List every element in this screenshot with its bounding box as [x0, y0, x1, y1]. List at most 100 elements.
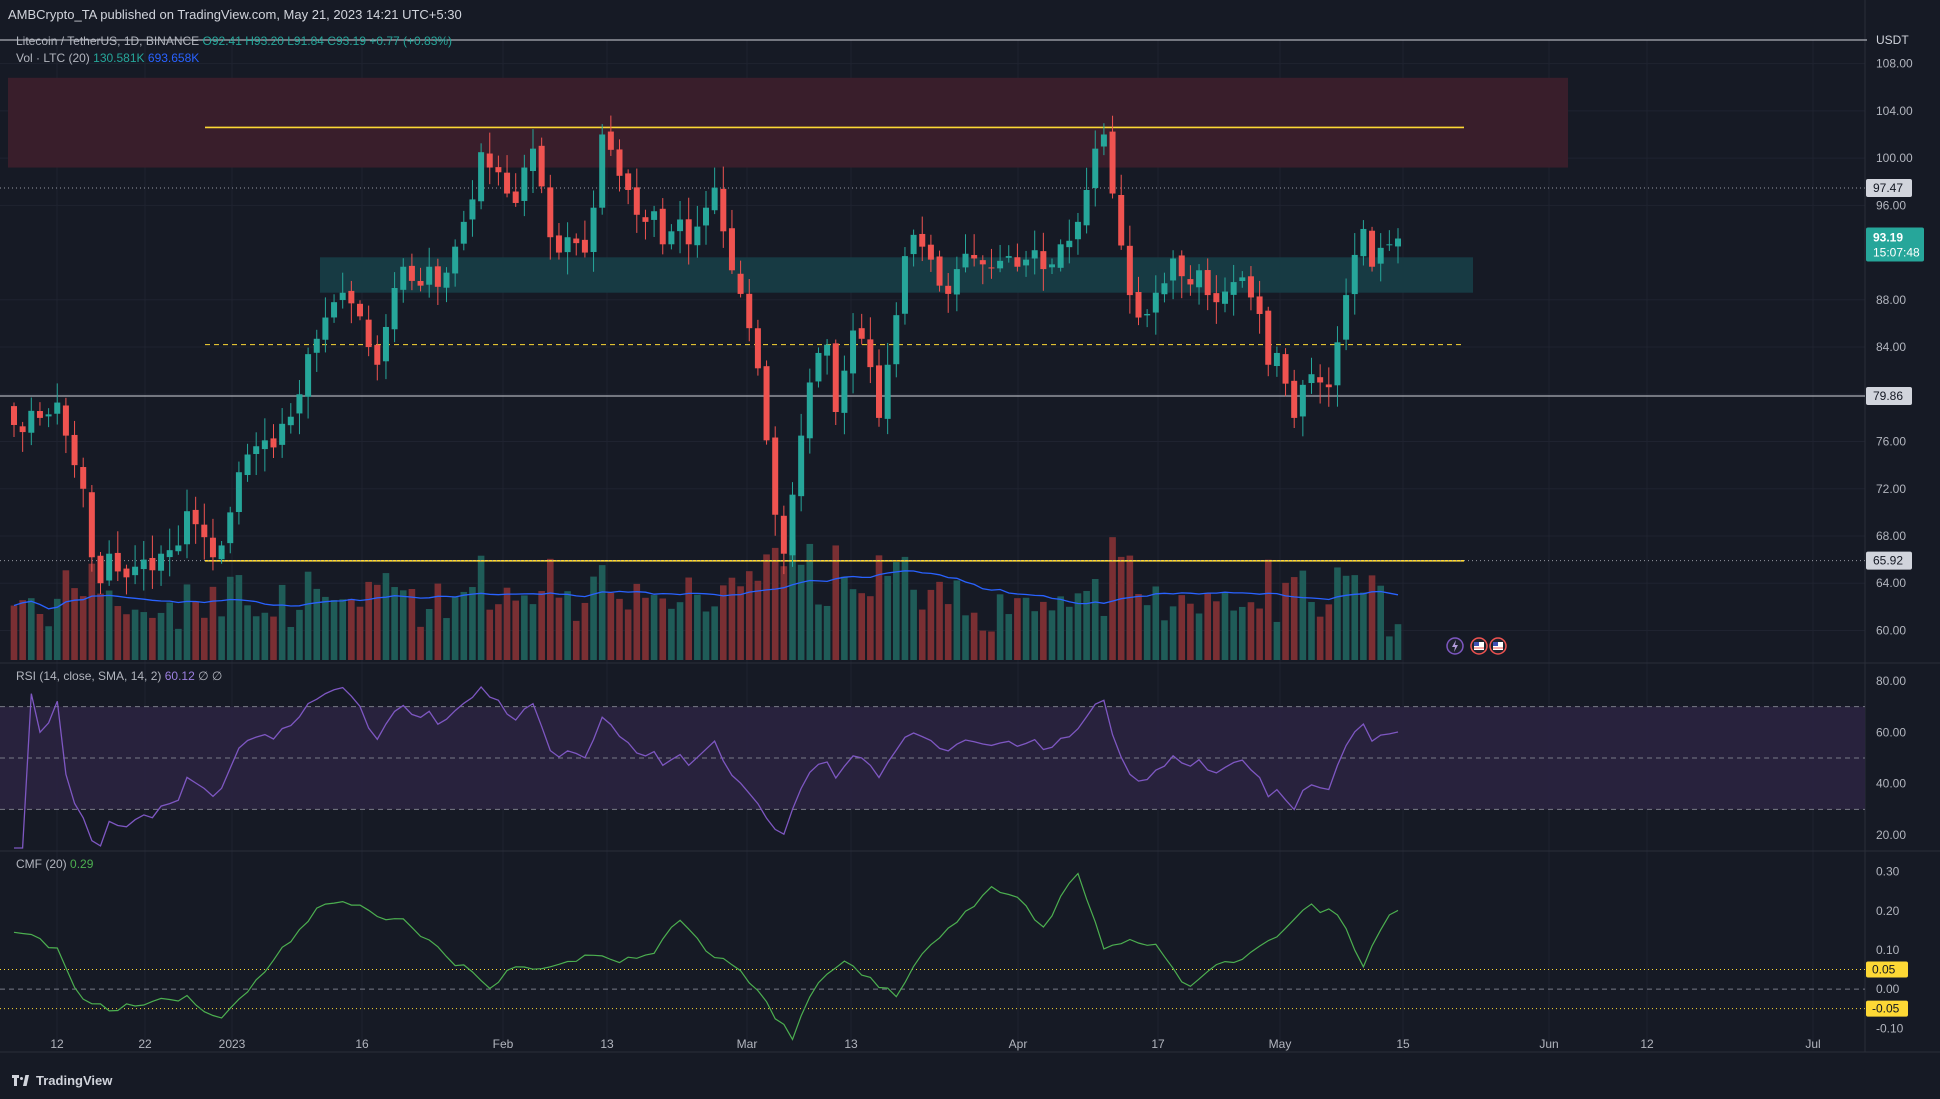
time-tick-label: Feb	[493, 1037, 514, 1051]
volume-bar	[261, 612, 269, 660]
candle-body	[1023, 259, 1030, 266]
candle	[555, 223, 562, 260]
volume-bar	[1230, 610, 1237, 660]
candle	[417, 267, 424, 292]
candle-body	[495, 167, 502, 173]
candle	[1222, 277, 1228, 313]
time-tick-label: 12	[50, 1037, 64, 1051]
countdown-label: 15:07:48	[1873, 246, 1920, 260]
price-label: 79.86	[1873, 389, 1903, 403]
cmf-tick-label: 0.00	[1876, 982, 1900, 996]
volume-bar	[564, 591, 571, 660]
candle-body	[218, 545, 225, 560]
candle	[590, 190, 597, 272]
volume-bar	[1117, 556, 1125, 660]
volume-bar	[105, 590, 113, 660]
volume-bar	[1342, 575, 1350, 660]
candle-body	[677, 219, 684, 232]
candle-body	[979, 260, 986, 265]
candle-body	[287, 416, 294, 426]
volume-bar	[131, 609, 139, 660]
symbol-legend[interactable]: Litecoin / TetherUS, 1D, BINANCE O92.41 …	[16, 34, 452, 48]
rsi-tick-label: 20.00	[1876, 828, 1906, 842]
candle	[884, 342, 891, 435]
volume-bar	[529, 604, 537, 660]
candle	[357, 300, 363, 321]
candle	[1196, 264, 1203, 305]
candle	[19, 421, 26, 452]
volume-bar	[547, 558, 554, 660]
cmf-legend[interactable]: CMF (20) 0.29	[16, 857, 93, 871]
candle	[408, 253, 415, 291]
candle	[850, 313, 857, 394]
volume-bar	[841, 576, 848, 660]
candle	[720, 166, 727, 248]
candle-body	[555, 235, 562, 253]
volume-bar	[1100, 615, 1108, 660]
volume-legend[interactable]: Vol · LTC (20) 130.581K 693.658K	[16, 51, 199, 65]
cmf-level-label: 0.05	[1872, 963, 1896, 977]
candle	[945, 273, 952, 313]
candle-body	[106, 553, 113, 581]
candle	[1049, 258, 1055, 274]
candle	[184, 489, 190, 559]
time-tick-label: 13	[600, 1037, 614, 1051]
us-flag-icon[interactable]	[1489, 637, 1507, 655]
volume-bar	[927, 589, 935, 660]
volume-bar	[910, 589, 917, 660]
candle	[806, 368, 813, 454]
candle-body	[11, 406, 17, 425]
rsi-legend[interactable]: RSI (14, close, SMA, 14, 2) 60.12 ∅ ∅	[16, 669, 222, 683]
volume-bar	[1040, 601, 1047, 660]
candle	[1299, 379, 1306, 437]
volume-bar	[304, 571, 312, 660]
flag-canton	[1493, 642, 1498, 646]
candle-body	[1395, 238, 1401, 247]
volume-bar	[598, 565, 606, 660]
candle	[71, 420, 78, 478]
candle	[530, 129, 536, 193]
candle	[305, 347, 312, 419]
candle-body	[305, 354, 312, 397]
volume-bar	[382, 573, 390, 660]
volume-bar	[893, 562, 900, 660]
time-tick-label: 12	[1640, 1037, 1654, 1051]
candle	[443, 267, 450, 303]
us-flag-icon[interactable]	[1470, 637, 1488, 655]
candle-body	[313, 338, 320, 353]
candle	[495, 155, 502, 186]
volume-label: Vol · LTC (20)	[16, 51, 90, 65]
price-tick-label: 68.00	[1876, 529, 1906, 543]
cmf-tick-label: 0.10	[1876, 943, 1900, 957]
event-icons[interactable]	[1446, 637, 1507, 655]
candle-body	[1109, 131, 1116, 194]
candle	[504, 155, 511, 198]
volume-bar	[1083, 590, 1090, 660]
candle	[1317, 364, 1324, 404]
volume-bar	[633, 583, 641, 660]
time-tick-label: Jul	[1805, 1037, 1820, 1051]
volume-bar	[374, 584, 381, 660]
volume-bar	[1221, 592, 1229, 660]
volume-bar	[875, 555, 883, 660]
candle-body	[374, 344, 381, 365]
candle-body	[1178, 255, 1185, 277]
candle-body	[1360, 228, 1367, 257]
volume-bar	[252, 616, 260, 660]
volume-bar	[581, 602, 589, 660]
time-tick-label: May	[1269, 1037, 1292, 1051]
candle-body	[590, 207, 597, 253]
candle-body	[789, 494, 796, 556]
candle-body	[357, 303, 363, 317]
time-tick-label: 15	[1396, 1037, 1410, 1051]
tradingview-logo[interactable]: TradingView	[12, 1073, 112, 1088]
candle-body	[434, 266, 441, 287]
lightning-icon[interactable]	[1446, 637, 1464, 655]
ohlc-values: O92.41 H93.20 L91.84 C93.19 +0.77 (+0.83…	[202, 34, 453, 48]
candle	[988, 248, 995, 279]
candle	[1265, 306, 1272, 377]
candle	[962, 234, 969, 273]
volume-bar	[88, 563, 96, 660]
volume-bar	[694, 594, 701, 660]
